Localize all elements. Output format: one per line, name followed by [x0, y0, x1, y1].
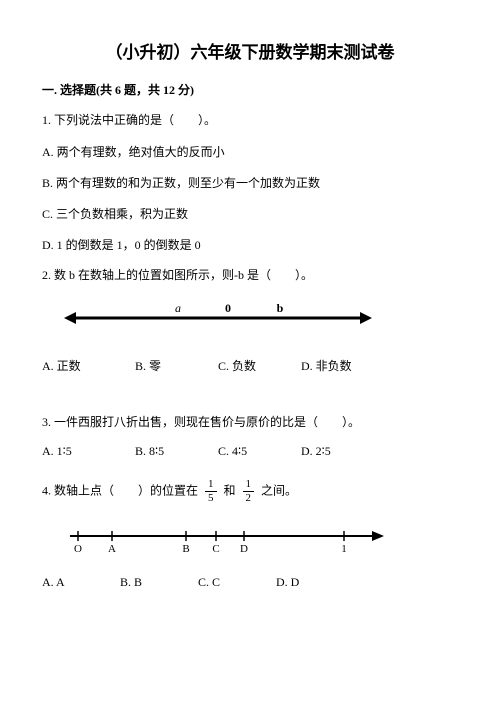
q3-stem: 3. 一件西服打八折出售，则现在售价与原价的比是（ ）。	[42, 414, 458, 431]
q3-option-b: B. 8∶5	[135, 444, 215, 459]
q3-option-a: A. 1∶5	[42, 444, 132, 459]
q1-stem: 1. 下列说法中正确的是（ ）。	[42, 112, 458, 129]
q2-option-d: D. 非负数	[301, 357, 381, 374]
tick-label-zero: 0	[225, 301, 231, 315]
q4-options: A. A B. B C. C D. D	[42, 575, 458, 590]
tick-label-b: b	[277, 301, 284, 315]
q1-option-a: A. 两个有理数，绝对值大的反而小	[42, 143, 458, 160]
q2-option-b: B. 零	[135, 357, 215, 374]
q4-option-b: B. B	[120, 575, 195, 590]
fraction-1-5: 1 5	[205, 479, 217, 504]
tick-label-o: O	[74, 543, 82, 555]
page-title: （小升初）六年级下册数学期末测试卷	[42, 38, 458, 63]
arrow-left-icon	[64, 312, 76, 324]
q3-options: A. 1∶5 B. 8∶5 C. 4∶5 D. 2∶5	[42, 444, 458, 459]
tick-label-1: 1	[341, 543, 347, 555]
q4-option-a: A. A	[42, 575, 117, 590]
q4-stem: 4. 数轴上点（ ）的位置在 1 5 和 1 2 之间。	[42, 479, 458, 504]
q4-number-line: O A B C D 1	[58, 518, 458, 561]
q4-stem-pre: 4. 数轴上点（ ）的位置在	[42, 484, 201, 498]
q1-option-c: C. 三个负数相乘，积为正数	[42, 205, 458, 222]
arrow-right-icon	[360, 312, 372, 324]
q1-option-d: D. 1 的倒数是 1，0 的倒数是 0	[42, 236, 458, 253]
fraction-1-2: 1 2	[243, 479, 255, 504]
frac-den: 2	[243, 492, 255, 504]
q3-option-c: C. 4∶5	[218, 444, 298, 459]
q4-stem-mid: 和	[224, 484, 239, 498]
frac-num: 1	[243, 479, 255, 492]
q4-option-d: D. D	[276, 575, 351, 590]
tick-label-a: a	[175, 301, 181, 315]
q2-stem: 2. 数 b 在数轴上的位置如图所示，则-b 是（ ）。	[42, 267, 458, 284]
q2-option-c: C. 负数	[218, 357, 298, 374]
section-header: 一. 选择题(共 6 题，共 12 分)	[42, 81, 458, 98]
q4-stem-post: 之间。	[261, 484, 297, 498]
tick-label-b: B	[182, 543, 189, 555]
q2-number-line: a 0 b	[58, 298, 458, 343]
q4-option-c: C. C	[198, 575, 273, 590]
tick-label-a: A	[108, 543, 116, 555]
frac-den: 5	[205, 492, 217, 504]
q2-option-a: A. 正数	[42, 357, 132, 374]
q2-options: A. 正数 B. 零 C. 负数 D. 非负数	[42, 357, 458, 374]
frac-num: 1	[205, 479, 217, 492]
q1-option-b: B. 两个有理数的和为正数，则至少有一个加数为正数	[42, 174, 458, 191]
arrow-right-icon	[372, 531, 384, 541]
q3-option-d: D. 2∶5	[301, 444, 381, 459]
tick-label-d: D	[240, 543, 248, 555]
exam-page: （小升初）六年级下册数学期末测试卷 一. 选择题(共 6 题，共 12 分) 1…	[0, 0, 500, 642]
tick-label-c: C	[212, 543, 219, 555]
